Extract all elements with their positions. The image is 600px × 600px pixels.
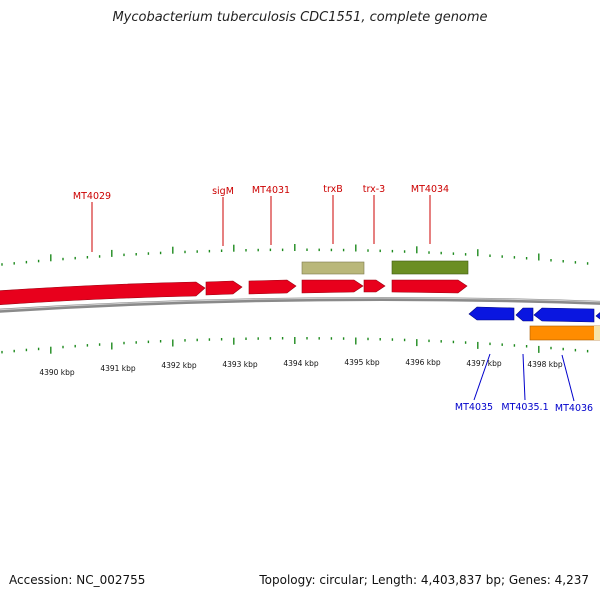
label-MT4031: MT4031: [252, 185, 290, 196]
feature-tan-block[interactable]: [301, 261, 365, 275]
inner-tick-ring: [1, 337, 589, 354]
label-MT4029: MT4029: [73, 191, 111, 202]
label-sigM: sigM: [212, 186, 234, 197]
reverse-strand-features: [468, 306, 600, 341]
genome-backbone: [0, 296, 600, 313]
forward-gene-labels: MT4029 sigM MT4031 trxB trx-3 MT4034: [73, 184, 449, 252]
reverse-gene-labels: MT4035 MT4035.1 MT4036: [455, 353, 593, 414]
kbp-label-4392: 4392 kbp: [161, 361, 197, 370]
kbp-label-4394: 4394 kbp: [283, 359, 319, 368]
label-trx-3: trx-3: [363, 184, 385, 195]
feature-orange-block-edge: [594, 326, 600, 340]
gene-MT4034[interactable]: [391, 279, 468, 294]
label-MT4034: MT4034: [411, 184, 449, 195]
gene-MT4035[interactable]: [468, 306, 515, 321]
leader-MT4036: [561, 354, 575, 402]
kbp-label-4395: 4395 kbp: [344, 358, 380, 367]
forward-strand-features: [0, 260, 469, 305]
genome-backbone-highlight: [0, 297, 600, 311]
kbp-label-4398: 4398 kbp: [527, 360, 563, 369]
kbp-label-4390: 4390 kbp: [39, 368, 75, 377]
gene-trx-3[interactable]: [363, 279, 386, 293]
gene-MT4031[interactable]: [248, 279, 297, 295]
label-MT4036: MT4036: [555, 403, 593, 414]
gene-sigM[interactable]: [205, 280, 243, 296]
label-trxB: trxB: [323, 184, 343, 195]
map-title: Mycobacterium tuberculosis CDC1551, comp…: [112, 10, 488, 25]
gene-MT4036[interactable]: [533, 307, 595, 323]
outer-tick-ring: [1, 244, 589, 266]
gene-offscreen-right[interactable]: [595, 309, 600, 322]
label-MT4035: MT4035: [455, 402, 493, 413]
gene-MT4035-1[interactable]: [515, 307, 534, 322]
kbp-label-4396: 4396 kbp: [405, 358, 441, 367]
label-MT4035-1: MT4035.1: [501, 402, 548, 413]
leader-MT4035-1: [522, 353, 526, 401]
gene-trxB[interactable]: [301, 279, 364, 294]
kbp-label-4393: 4393 kbp: [222, 360, 258, 369]
genome-summary-text: Topology: circular; Length: 4,403,837 bp…: [259, 573, 589, 587]
leader-MT4035: [473, 353, 491, 401]
kbp-label-4397: 4397 kbp: [466, 359, 502, 368]
gene-MT4029[interactable]: [0, 281, 206, 305]
accession-text: Accession: NC_002755: [9, 573, 146, 587]
feature-olive-block[interactable]: [391, 260, 469, 275]
kbp-tick-labels: 4390 kbp 4391 kbp 4392 kbp 4393 kbp 4394…: [39, 358, 563, 377]
kbp-label-4391: 4391 kbp: [100, 364, 136, 373]
feature-orange-block[interactable]: [529, 325, 600, 341]
